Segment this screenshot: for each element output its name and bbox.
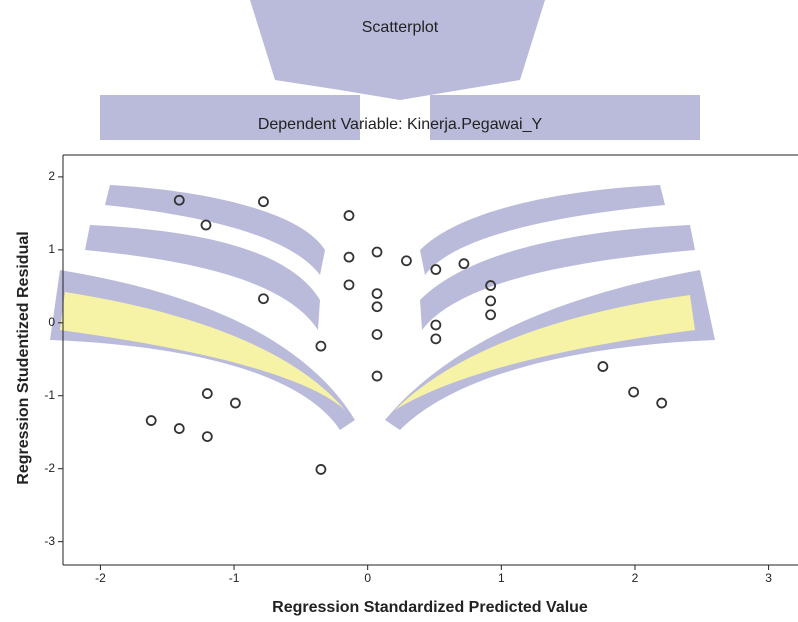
point [373, 248, 382, 257]
point [231, 399, 240, 408]
x-tick-label: 0 [364, 571, 371, 585]
y-axis-label: Regression Studentized Residual [15, 231, 32, 484]
point [201, 221, 210, 230]
chart-subtitle: Dependent Variable: Kinerja.Pegawai_Y [258, 116, 543, 133]
y-tick-label: 0 [48, 315, 55, 329]
point [259, 197, 268, 206]
watermark [50, 0, 715, 430]
y-tick-label: -2 [44, 461, 55, 475]
point [486, 296, 495, 305]
x-tick-label: -1 [229, 571, 240, 585]
point [431, 334, 440, 343]
point [373, 289, 382, 298]
point [402, 256, 411, 265]
point [344, 211, 353, 220]
point [657, 399, 666, 408]
y-tick-label: 1 [48, 242, 55, 256]
point [147, 416, 156, 425]
chart-title: Scatterplot [362, 19, 439, 36]
point [373, 372, 382, 381]
point [598, 362, 607, 371]
point [373, 302, 382, 311]
point [431, 265, 440, 274]
point [259, 294, 268, 303]
point [344, 253, 353, 262]
point [203, 389, 212, 398]
point [175, 424, 184, 433]
x-tick-label: -2 [95, 571, 106, 585]
point [203, 432, 212, 441]
x-tick-label: 1 [498, 571, 505, 585]
point [629, 388, 638, 397]
point [486, 310, 495, 319]
x-tick-label: 3 [765, 571, 772, 585]
page: Scatterplot Dependent Variable: Kinerja.… [0, 0, 798, 622]
point [316, 342, 325, 351]
y-tick-label: -3 [44, 534, 55, 548]
point [344, 280, 353, 289]
y-tick-label: 2 [48, 169, 55, 183]
point [316, 465, 325, 474]
point [459, 259, 468, 268]
point [373, 330, 382, 339]
y-tick-label: -1 [44, 388, 55, 402]
chart: Scatterplot Dependent Variable: Kinerja.… [0, 0, 798, 622]
point [431, 320, 440, 329]
x-tick-label: 2 [632, 571, 639, 585]
x-axis-label: Regression Standardized Predicted Value [272, 599, 588, 616]
